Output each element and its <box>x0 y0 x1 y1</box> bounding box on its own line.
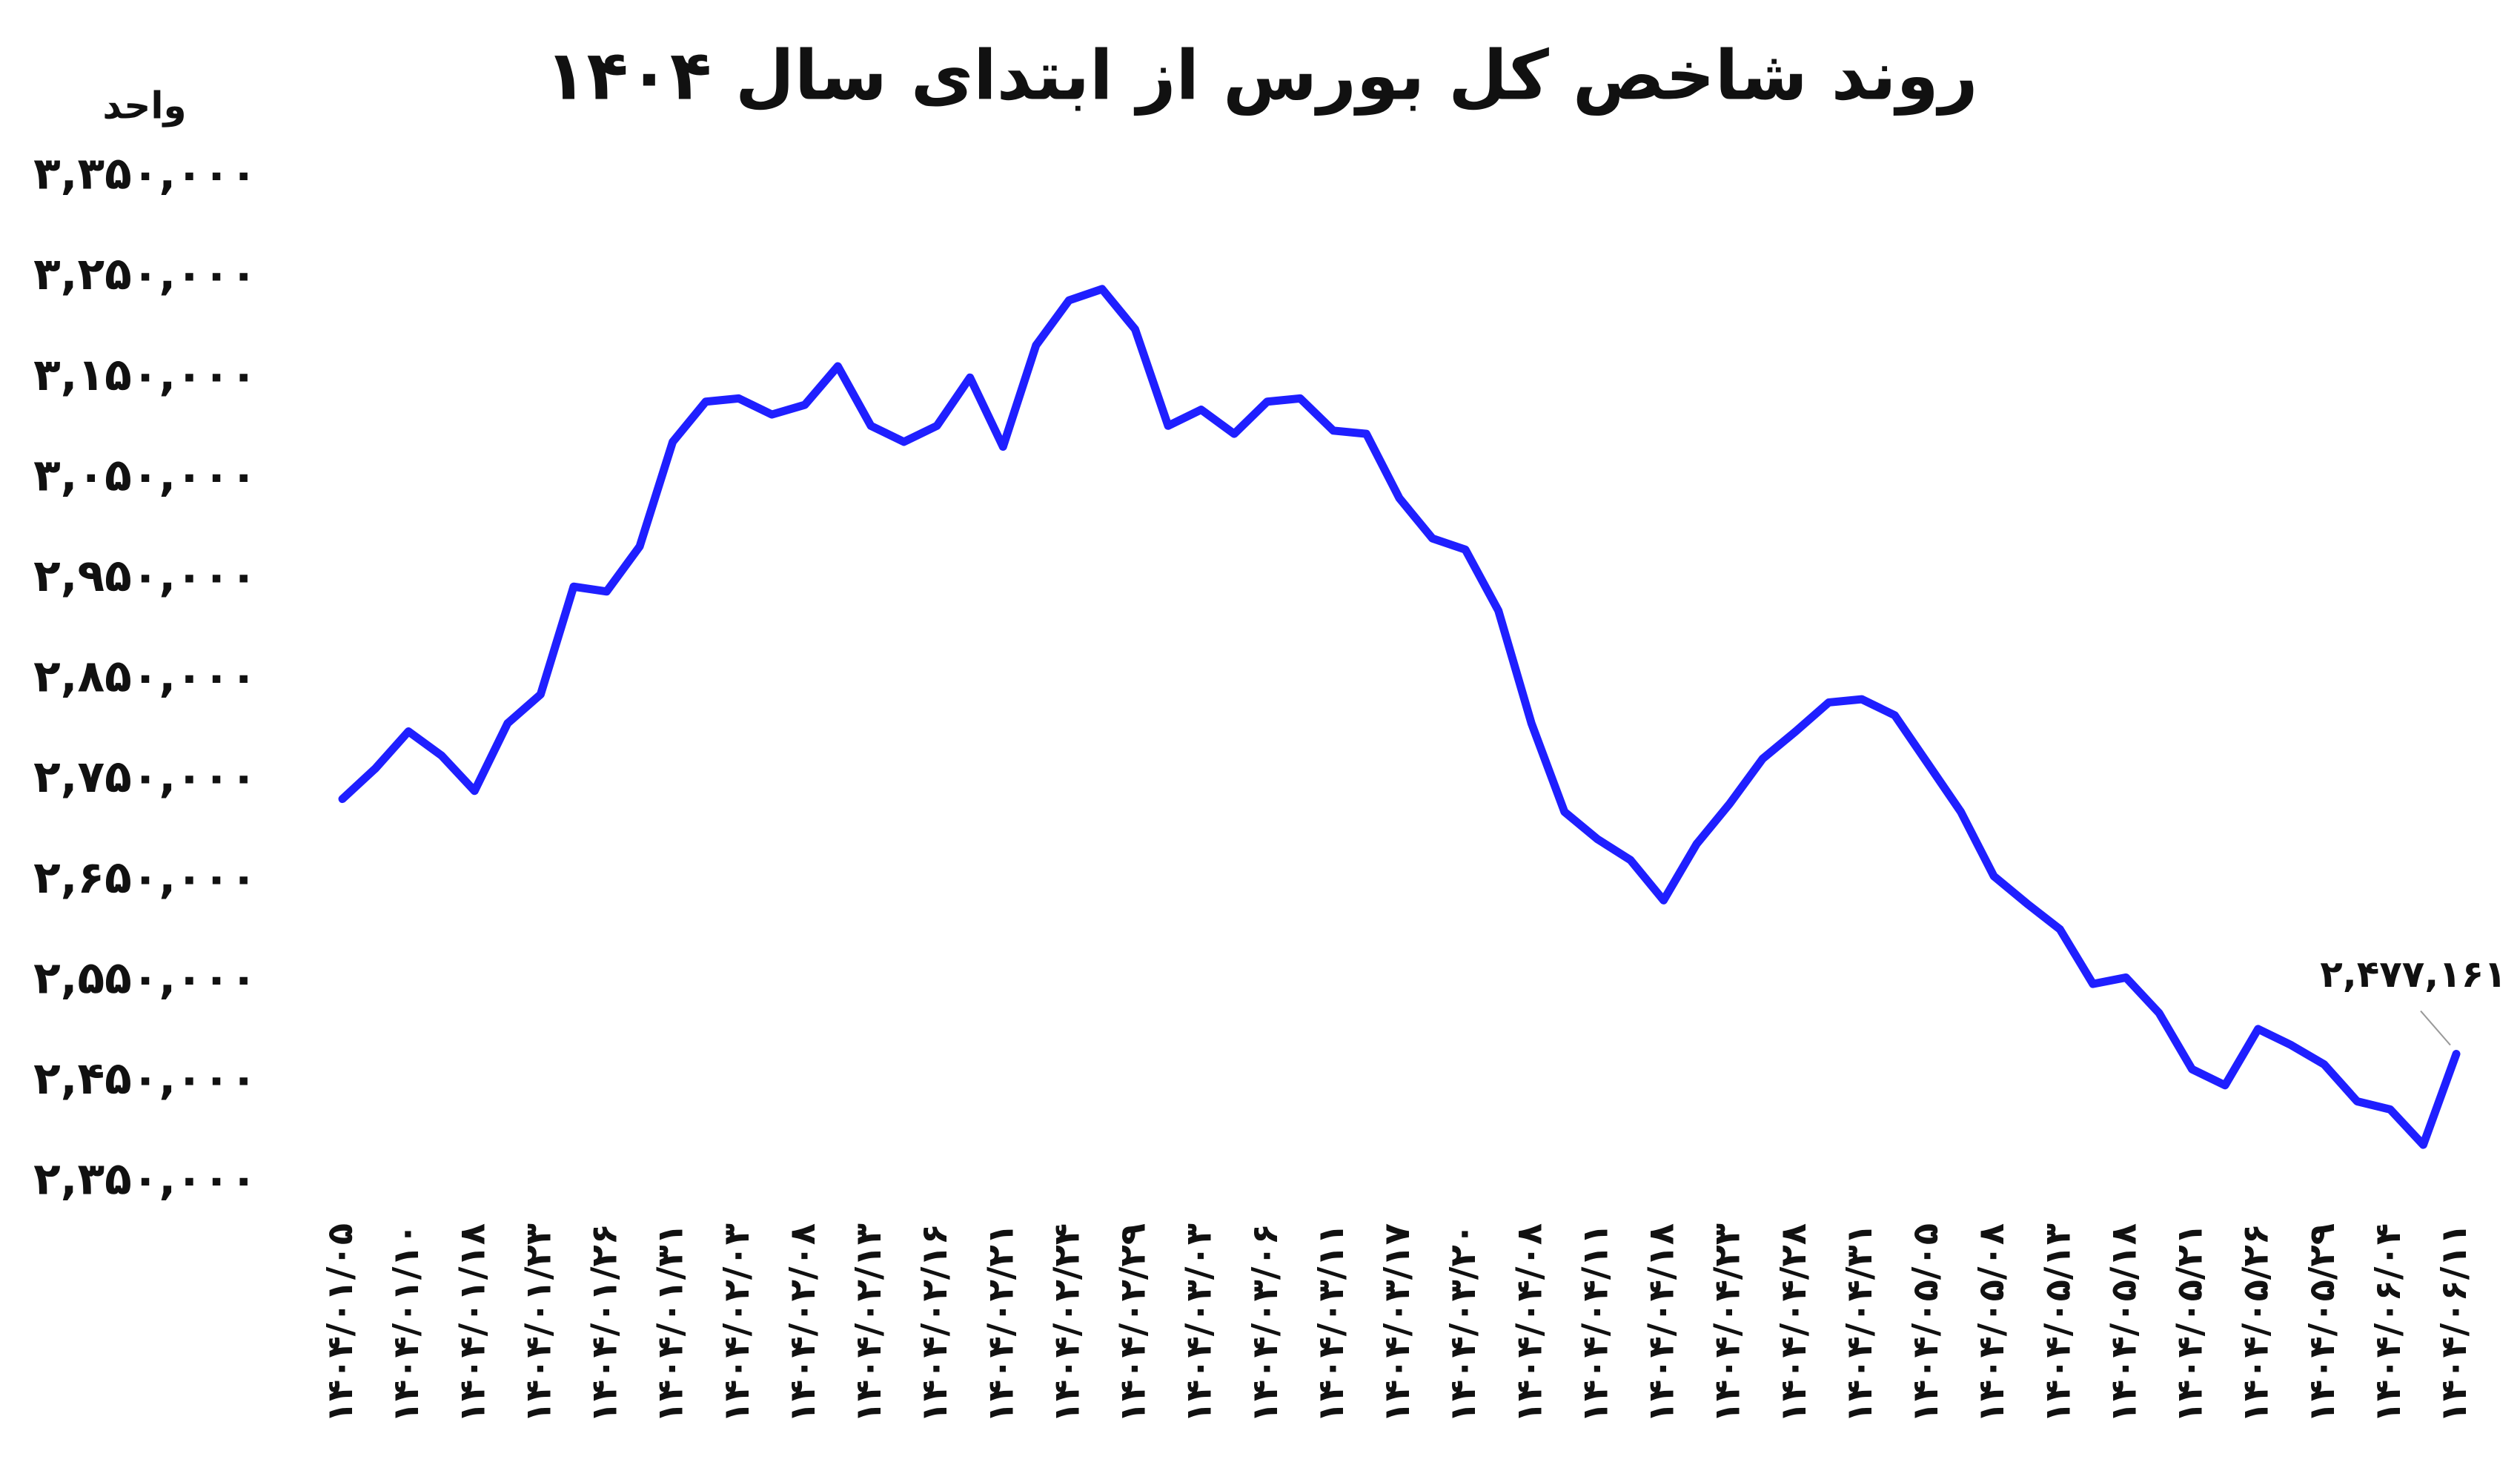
x-tick-label: ۱۴۰۴/۰۲/۰۸ <box>782 1223 823 1423</box>
y-tick-label: ۲,۳۵۰,۰۰۰ <box>33 1154 257 1206</box>
x-tick-label: ۱۴۰۴/۰۵/۰۸ <box>1971 1223 2012 1423</box>
x-tick-label: ۱۴۰۴/۰۴/۳۱ <box>1839 1223 1880 1423</box>
y-tick-label: ۲,۴۵۰,۰۰۰ <box>33 1053 257 1105</box>
x-tick-label: ۱۴۰۴/۰۲/۱۳ <box>848 1223 889 1423</box>
leader-line <box>2420 1010 2451 1046</box>
x-tick-label: ۱۴۰۴/۰۴/۲۸ <box>1773 1223 1814 1423</box>
x-tick-label: ۱۴۰۴/۰۴/۱۱ <box>1574 1223 1616 1423</box>
x-tick-label: ۱۴۰۴/۰۵/۲۹ <box>2301 1223 2343 1423</box>
x-tick-label: ۱۴۰۴/۰۲/۰۳ <box>716 1223 757 1423</box>
y-tick-label: ۲,۸۵۰,۰۰۰ <box>33 651 257 703</box>
y-tick-label: ۳,۰۵۰,۰۰۰ <box>33 449 257 501</box>
x-tick-label: ۱۴۰۴/۰۳/۱۷ <box>1376 1223 1418 1423</box>
x-tick-label: ۱۴۰۴/۰۳/۰۳ <box>1178 1223 1220 1423</box>
x-tick-label: ۱۴۰۴/۰۲/۱۶ <box>914 1223 955 1423</box>
x-tick-label: ۱۴۰۴/۰۳/۱۱ <box>1310 1223 1352 1423</box>
x-tick-label: ۱۴۰۴/۰۴/۲۳ <box>1707 1223 1748 1423</box>
chart-title: روند شاخص کل بورس از ابتدای سال ۱۴۰۴ <box>545 36 1977 116</box>
x-tick-label: ۱۴۰۴/۰۶/۰۴ <box>2367 1223 2409 1423</box>
x-tick-label: ۱۴۰۴/۰۴/۰۸ <box>1508 1223 1550 1423</box>
y-tick-label: ۳,۳۵۰,۰۰۰ <box>33 148 257 200</box>
x-tick-label: ۱۴۰۴/۰۲/۲۱ <box>980 1223 1021 1423</box>
y-tick-label: ۳,۱۵۰,۰۰۰ <box>33 349 257 401</box>
x-tick-label: ۱۴۰۴/۰۲/۲۴ <box>1046 1223 1087 1423</box>
y-tick-label: ۲,۵۵۰,۰۰۰ <box>33 952 257 1004</box>
y-tick-label: ۳,۲۵۰,۰۰۰ <box>33 248 257 300</box>
y-axis-label: واحد <box>102 85 186 128</box>
x-tick-label: ۱۴۰۴/۰۳/۲۰ <box>1442 1223 1484 1423</box>
x-tick-label: ۱۴۰۴/۰۲/۲۹ <box>1113 1223 1154 1423</box>
x-tick-label: ۱۴۰۴/۰۱/۱۰ <box>385 1223 427 1423</box>
x-tick-label: ۱۴۰۴/۰۵/۱۳ <box>2037 1223 2078 1423</box>
x-tick-label: ۱۴۰۴/۰۴/۱۸ <box>1641 1223 1682 1423</box>
x-tick-label: ۱۴۰۴/۰۵/۰۵ <box>1905 1223 1946 1423</box>
x-tick-label: ۱۴۰۴/۰۱/۱۸ <box>451 1223 493 1423</box>
x-tick-label: ۱۴۰۴/۰۶/۱۱ <box>2433 1223 2475 1423</box>
x-tick-label: ۱۴۰۴/۰۵/۲۱ <box>2169 1223 2211 1423</box>
x-tick-label: ۱۴۰۴/۰۱/۰۵ <box>319 1223 361 1423</box>
y-tick-label: ۲,۶۵۰,۰۰۰ <box>33 852 257 904</box>
data-line <box>338 285 2461 1149</box>
x-tick-label: ۱۴۰۴/۰۵/۱۸ <box>2103 1223 2144 1423</box>
value-label: ۲,۴۷۷,۱۶۱ <box>2320 953 2507 996</box>
y-tick-label: ۲,۹۵۰,۰۰۰ <box>33 550 257 602</box>
x-tick-label: ۱۴۰۴/۰۱/۲۳ <box>517 1223 559 1423</box>
x-tick-label: ۱۴۰۴/۰۳/۰۶ <box>1244 1223 1286 1423</box>
x-tick-label: ۱۴۰۴/۰۱/۲۶ <box>584 1223 626 1423</box>
x-tick-label: ۱۴۰۴/۰۵/۲۶ <box>2235 1223 2277 1423</box>
y-tick-label: ۲,۷۵۰,۰۰۰ <box>33 751 257 803</box>
x-tick-label: ۱۴۰۴/۰۱/۳۱ <box>650 1223 692 1423</box>
